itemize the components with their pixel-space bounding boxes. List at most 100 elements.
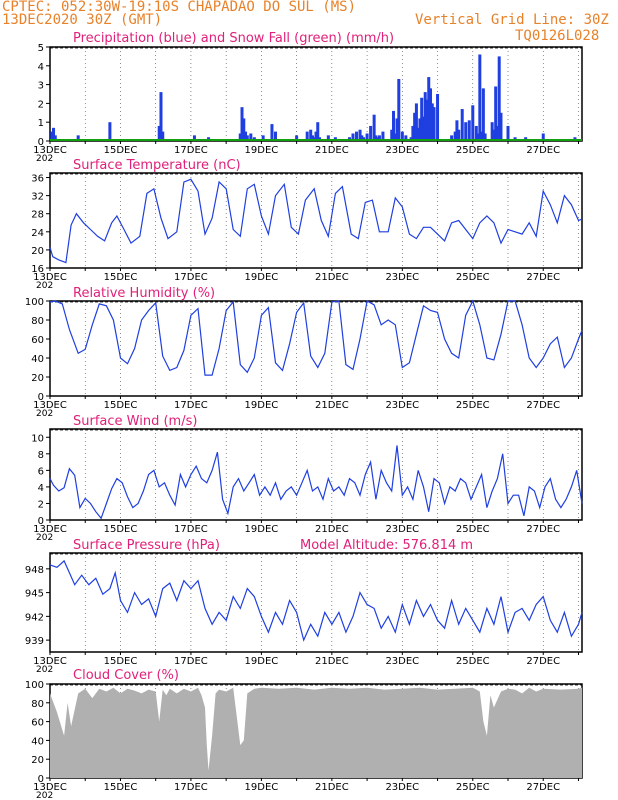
precip-bar (309, 129, 313, 141)
precip-bar (261, 135, 265, 141)
x-tick-label: 19DEC (245, 272, 279, 283)
precip-bar (390, 129, 394, 141)
x-tick-label: 13DEC (33, 524, 67, 535)
panel-title: Surface Pressure (hPa) (73, 538, 220, 553)
grid-note-label: Vertical Grid Line: 30Z (415, 12, 609, 28)
x-tick-label: 17DEC (174, 782, 208, 793)
y-tick-label: 0 (38, 774, 44, 785)
x-tick-label: 15DEC (104, 782, 138, 793)
x-tick-label: 19DEC (245, 782, 279, 793)
precip-bar (295, 135, 299, 141)
x-tick-label: 21DEC (315, 524, 349, 535)
x-tick-label: 15DEC (104, 272, 138, 283)
y-tick-label: 2 (38, 99, 44, 110)
x-tick-label: 27DEC (526, 145, 560, 156)
y-tick-label: 5 (38, 43, 44, 54)
station-header: CPTEC: 052:30W-19:10S CHAPADAO DO SUL (M… (2, 0, 357, 15)
precip-bar (420, 97, 424, 141)
x-tick-label: 15DEC (104, 656, 138, 667)
precip-bar (244, 131, 248, 141)
panel-frame (49, 428, 583, 521)
x-tick-label: 13DEC (33, 656, 67, 667)
y-tick-label: 3 (38, 81, 44, 92)
precip-bar (326, 135, 330, 141)
precip-bar (453, 131, 457, 141)
precip-bar (404, 135, 408, 141)
y-tick-label: 1 (38, 118, 44, 129)
y-tick-label: 948 (25, 565, 44, 576)
precip-bar (425, 99, 429, 141)
year-label: 202 (36, 409, 53, 419)
x-tick-label: 25DEC (456, 524, 490, 535)
x-tick-label: 19DEC (245, 524, 279, 535)
precip-bar (369, 125, 373, 141)
precip-bar (365, 133, 369, 141)
precip-bar (436, 94, 440, 141)
y-tick-label: 8 (38, 450, 44, 461)
precip-bar (427, 77, 431, 141)
y-tick-label: 40 (31, 354, 44, 365)
x-tick-label: 23DEC (385, 145, 419, 156)
x-tick-label: 21DEC (315, 145, 349, 156)
precip-bar (393, 133, 397, 141)
precip-bar (314, 131, 318, 141)
precip-bar (192, 135, 196, 141)
precip-bar (506, 125, 510, 141)
precip-bar (478, 54, 482, 141)
x-tick-label: 25DEC (456, 782, 490, 793)
precip-bar (464, 122, 468, 141)
precip-bar (273, 131, 277, 141)
precip-bar (377, 135, 381, 141)
x-tick-label: 15DEC (104, 524, 138, 535)
precip-bar (157, 125, 161, 141)
panel-title: Cloud Cover (%) (73, 668, 179, 683)
precip-bar (238, 133, 242, 141)
precip-bar (358, 129, 362, 141)
y-tick-label: 80 (31, 699, 44, 710)
series-line (49, 299, 583, 376)
precip-bar (421, 116, 425, 141)
precip-bar (351, 133, 355, 141)
x-tick-label: 25DEC (456, 272, 490, 283)
x-tick-label: 23DEC (385, 272, 419, 283)
precip-bar (355, 131, 359, 141)
precip-bar (411, 125, 415, 141)
y-tick-label: 20 (31, 755, 44, 766)
y-tick-label: 24 (31, 228, 44, 239)
precip-bar (467, 120, 471, 141)
series-line (49, 559, 583, 642)
x-tick-label: 25DEC (456, 400, 490, 411)
precip-bar (480, 131, 484, 141)
model-code-label: TQ0126L028 (515, 28, 600, 44)
precip-bar (416, 127, 420, 141)
x-tick-label: 19DEC (245, 145, 279, 156)
precip-bar (450, 135, 454, 141)
series-line (49, 178, 583, 264)
x-tick-label: 13DEC (33, 145, 67, 156)
x-tick-label: 21DEC (315, 272, 349, 283)
precip-bar (483, 133, 487, 141)
panel-frame (49, 172, 583, 269)
year-label: 202 (36, 281, 53, 291)
precip-bar (360, 135, 364, 141)
x-tick-label: 17DEC (174, 656, 208, 667)
y-tick-label: 0 (38, 137, 44, 148)
precip-bar (541, 133, 545, 141)
precip-bar (430, 103, 434, 141)
year-label: 202 (36, 665, 53, 675)
cloud-area (50, 687, 582, 778)
precip-bar (499, 112, 503, 141)
y-tick-label: 4 (38, 62, 44, 73)
panel-frame (49, 552, 583, 653)
x-tick-label: 15DEC (104, 145, 138, 156)
x-tick-label: 23DEC (385, 656, 419, 667)
y-tick-label: 80 (31, 316, 44, 327)
x-tick-label: 17DEC (174, 145, 208, 156)
precip-bar (305, 131, 309, 141)
y-tick-label: 20 (31, 373, 44, 384)
x-tick-label: 27DEC (526, 400, 560, 411)
y-tick-label: 32 (31, 192, 44, 203)
x-tick-label: 27DEC (526, 782, 560, 793)
x-tick-label: 15DEC (104, 400, 138, 411)
